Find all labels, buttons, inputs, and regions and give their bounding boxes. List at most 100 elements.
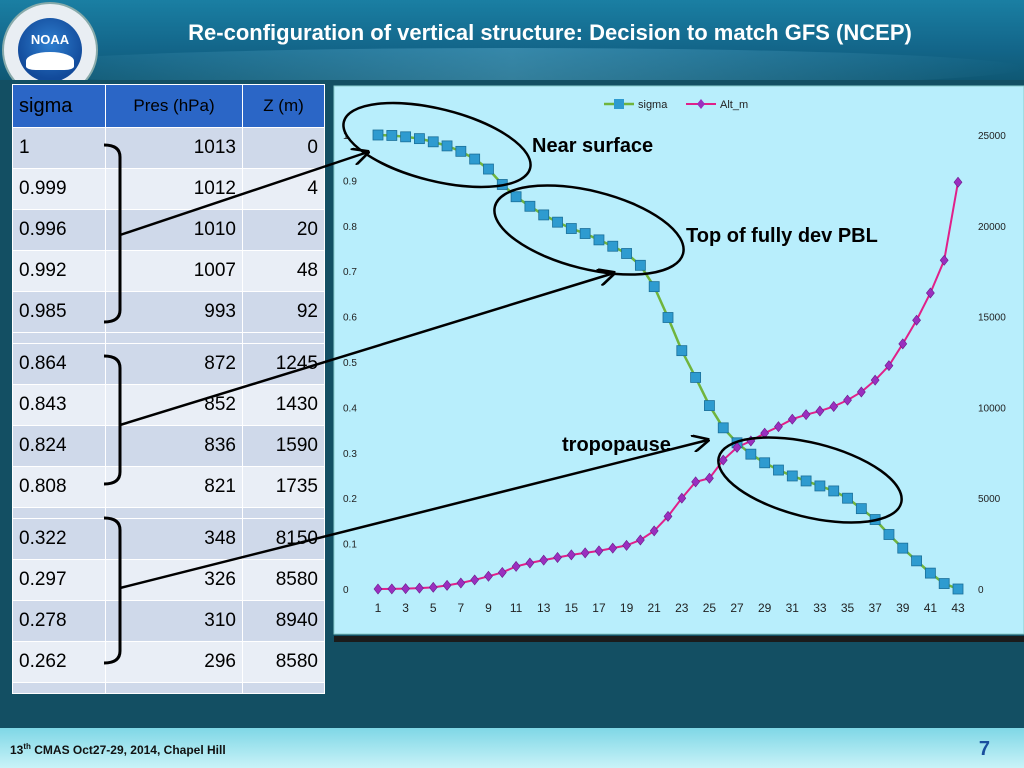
y-right-tick-label: 15000 xyxy=(978,313,1006,324)
sigma-point xyxy=(648,281,660,293)
legend-alt-marker xyxy=(697,99,705,109)
x-tick-label: 17 xyxy=(592,601,606,615)
cell-pressure: 1012 xyxy=(105,168,243,210)
alt-point xyxy=(580,547,590,559)
cell-height: 4 xyxy=(242,168,325,210)
alt-point xyxy=(608,542,618,554)
table-row: 0.843 852 1430 xyxy=(12,384,325,426)
x-tick-label: 31 xyxy=(786,601,800,615)
cell-pressure: 348 xyxy=(105,518,243,560)
table-row: 0.322 348 8150 xyxy=(12,518,325,560)
sigma-point xyxy=(593,234,605,246)
x-tick-label: 37 xyxy=(868,601,882,615)
x-tick-label: 29 xyxy=(758,601,772,615)
sigma-point xyxy=(690,372,702,383)
sigma-point xyxy=(427,136,439,148)
x-tick-label: 23 xyxy=(675,601,689,615)
sigma-point xyxy=(800,475,812,487)
noaa-logo-globe: NOAA xyxy=(18,18,82,82)
cell-height: 1735 xyxy=(242,466,325,508)
chart-background xyxy=(333,85,1024,635)
header-pressure: Pres (hPa) xyxy=(105,84,243,128)
sigma-point xyxy=(855,503,867,515)
sigma-point xyxy=(372,129,384,141)
alt-point xyxy=(705,472,714,484)
alt-point xyxy=(815,405,825,417)
table-row: 0.864 872 1245 xyxy=(12,343,325,385)
footer-event: 13th CMAS Oct27-29, 2014, Chapel Hill xyxy=(10,742,226,757)
sigma-point xyxy=(441,140,453,152)
cell-pressure: 310 xyxy=(105,600,243,642)
table-spacer-row xyxy=(12,682,325,694)
y-right-tick-label: 0 xyxy=(978,585,984,596)
sigma-point xyxy=(579,228,591,239)
sigma-point xyxy=(814,480,826,492)
y-left-tick-label: 0.2 xyxy=(343,494,357,505)
cell-pressure: 1007 xyxy=(105,250,243,292)
y-right-tick-label: 25000 xyxy=(978,131,1006,142)
alt-point xyxy=(401,583,411,595)
alt-point xyxy=(870,374,880,386)
pbl-ellipse xyxy=(493,184,685,276)
x-tick-label: 5 xyxy=(430,601,437,615)
alt-point xyxy=(774,421,783,433)
cell-pressure: 852 xyxy=(105,384,243,426)
alt-point xyxy=(594,545,604,557)
alt-point xyxy=(691,476,701,488)
x-tick-label: 25 xyxy=(703,601,717,615)
x-tick-label: 41 xyxy=(924,601,938,615)
spacer-cell xyxy=(242,682,325,694)
x-tick-label: 13 xyxy=(537,601,551,615)
alt-point xyxy=(566,549,576,561)
y-left-tick-label: 0.1 xyxy=(343,540,357,551)
table-row: 0.262 296 8580 xyxy=(12,641,325,683)
sigma-point xyxy=(704,400,715,411)
sigma-point xyxy=(552,216,563,228)
y-left-tick-label: 0.5 xyxy=(343,358,357,369)
sigma-point xyxy=(524,200,536,212)
cell-sigma: 0.262 xyxy=(12,641,106,683)
alt-point xyxy=(801,409,811,421)
alt-point xyxy=(415,582,424,594)
table-spacer-row xyxy=(12,507,325,519)
alt-point xyxy=(829,401,839,412)
sigma-point xyxy=(607,240,619,252)
x-tick-label: 7 xyxy=(458,601,465,615)
cell-pressure: 993 xyxy=(105,291,243,333)
x-tick-label: 11 xyxy=(510,601,523,615)
table-spacer-row xyxy=(12,332,325,344)
alt-point xyxy=(553,552,562,563)
alt-point xyxy=(925,287,935,299)
arrow-pbl xyxy=(119,273,614,427)
cell-height: 8580 xyxy=(242,559,325,601)
cell-pressure: 296 xyxy=(105,641,243,683)
table-row: 1 1013 0 xyxy=(12,127,325,169)
alt-point xyxy=(649,525,659,537)
noaa-bird-icon xyxy=(26,52,74,70)
cell-pressure: 872 xyxy=(105,343,243,385)
alt-point xyxy=(787,413,797,425)
alt-point xyxy=(497,566,507,578)
cell-pressure: 1013 xyxy=(105,127,243,169)
y-right-tick-label: 10000 xyxy=(978,403,1006,414)
alt-point xyxy=(677,492,687,504)
alt-point xyxy=(484,570,493,582)
sigma-point xyxy=(400,131,412,143)
alt-point xyxy=(428,581,438,593)
sigma-point xyxy=(676,345,688,357)
sigma-point xyxy=(455,145,467,157)
x-tick-label: 15 xyxy=(565,601,579,615)
cell-height: 1245 xyxy=(242,343,325,385)
sigma-point xyxy=(938,578,950,589)
alt-point xyxy=(525,557,535,569)
header-height: Z (m) xyxy=(242,84,325,128)
x-tick-label: 1 xyxy=(375,601,382,615)
footer: 13th CMAS Oct27-29, 2014, Chapel Hill 7 xyxy=(0,728,1024,768)
sigma-point xyxy=(759,457,771,469)
y-left-tick-label: 0.6 xyxy=(343,313,357,324)
slide-title: Re-configuration of vertical structure: … xyxy=(188,20,912,45)
table-row: 0.824 836 1590 xyxy=(12,425,325,467)
bracket xyxy=(103,354,122,486)
cell-pressure: 836 xyxy=(105,425,243,467)
sigma-point xyxy=(897,542,909,554)
